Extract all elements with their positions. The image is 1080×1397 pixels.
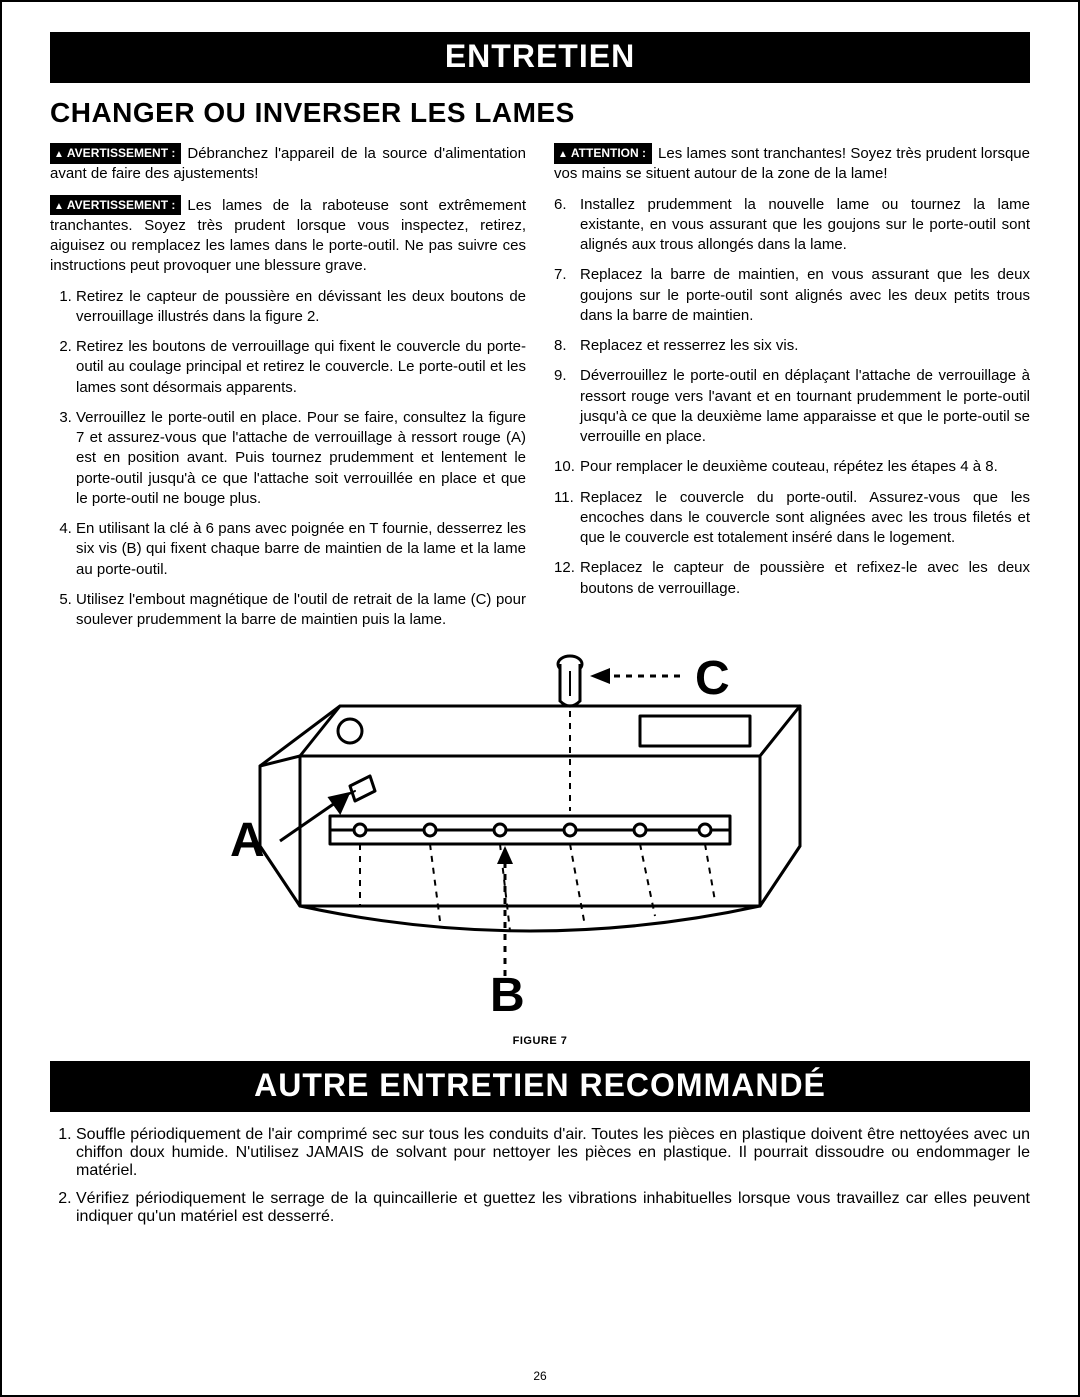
list-item: Retirez les boutons de verrouillage qui …: [76, 337, 526, 398]
list-item: En utilisant la clé à 6 pans avec poigné…: [76, 519, 526, 580]
list-item: Installez prudemment la nouvelle lame ou…: [580, 195, 1030, 256]
steps-right: Installez prudemment la nouvelle lame ou…: [554, 195, 1030, 599]
warning-icon: AVERTISSEMENT :: [50, 143, 181, 164]
banner-entretien: ENTRETIEN: [50, 32, 1030, 83]
list-item: Verrouillez le porte-outil en place. Pou…: [76, 408, 526, 509]
list-item: Replacez le couvercle du porte-outil. As…: [580, 488, 1030, 549]
list-item: Vérifiez périodiquement le serrage de la…: [76, 1190, 1030, 1226]
list-item: Pour remplacer le deuxième couteau, répé…: [580, 457, 1030, 477]
list-item: Replacez la barre de maintien, en vous a…: [580, 265, 1030, 326]
maintenance-list: Souffle périodiquement de l'air comprimé…: [50, 1126, 1030, 1226]
list-item: Retirez le capteur de poussière en dévis…: [76, 287, 526, 328]
warning-1: AVERTISSEMENT :Débranchez l'appareil de …: [50, 143, 526, 185]
planer-diagram: A B C: [200, 646, 880, 1026]
figure-label-c: C: [695, 652, 730, 705]
manual-page: ENTRETIEN CHANGER OU INVERSER LES LAMES …: [0, 0, 1080, 1397]
list-item: Replacez et resserrez les six vis.: [580, 336, 1030, 356]
figure-7: A B C FIGURE 7: [50, 646, 1030, 1047]
list-item: Déverrouillez le porte-outil en déplaçan…: [580, 366, 1030, 447]
right-column: ATTENTION :Les lames sont tranchantes! S…: [554, 143, 1030, 640]
figure-caption: FIGURE 7: [50, 1035, 1030, 1047]
warning-2: AVERTISSEMENT :Les lames de la raboteuse…: [50, 195, 526, 277]
steps-left: Retirez le capteur de poussière en dévis…: [50, 287, 526, 631]
attention-1: ATTENTION :Les lames sont tranchantes! S…: [554, 143, 1030, 185]
figure-label-b: B: [490, 969, 525, 1022]
list-item: Replacez le capteur de poussière et refi…: [580, 558, 1030, 599]
left-column: AVERTISSEMENT :Débranchez l'appareil de …: [50, 143, 526, 640]
list-item: Utilisez l'embout magnétique de l'outil …: [76, 590, 526, 631]
figure-label-a: A: [230, 814, 265, 867]
two-column-layout: AVERTISSEMENT :Débranchez l'appareil de …: [50, 143, 1030, 640]
attention-icon: ATTENTION :: [554, 143, 652, 164]
banner-autre-entretien: AUTRE ENTRETIEN RECOMMANDÉ: [50, 1061, 1030, 1112]
section-title: CHANGER OU INVERSER LES LAMES: [50, 97, 1030, 129]
page-number: 26: [2, 1369, 1078, 1383]
list-item: Souffle périodiquement de l'air comprimé…: [76, 1126, 1030, 1180]
warning-icon: AVERTISSEMENT :: [50, 195, 181, 216]
